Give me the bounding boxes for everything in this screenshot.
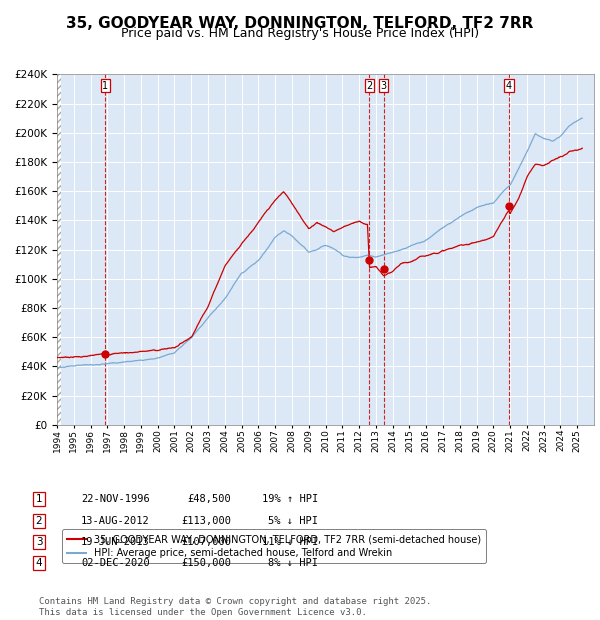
Legend: 35, GOODYEAR WAY, DONNINGTON, TELFORD, TF2 7RR (semi-detached house), HPI: Avera: 35, GOODYEAR WAY, DONNINGTON, TELFORD, T… — [62, 529, 486, 563]
Text: 2: 2 — [35, 516, 43, 526]
Text: 4: 4 — [506, 81, 512, 91]
Text: 19-JUN-2013: 19-JUN-2013 — [81, 537, 150, 547]
Text: Price paid vs. HM Land Registry's House Price Index (HPI): Price paid vs. HM Land Registry's House … — [121, 27, 479, 40]
Text: 02-DEC-2020: 02-DEC-2020 — [81, 558, 150, 568]
Text: 1: 1 — [103, 81, 109, 91]
Text: 19% ↑ HPI: 19% ↑ HPI — [262, 494, 318, 504]
Text: 1: 1 — [35, 494, 43, 504]
Text: £107,000: £107,000 — [181, 537, 231, 547]
Text: 13-AUG-2012: 13-AUG-2012 — [81, 516, 150, 526]
Text: 4: 4 — [35, 558, 43, 568]
Text: £113,000: £113,000 — [181, 516, 231, 526]
Text: 35, GOODYEAR WAY, DONNINGTON, TELFORD, TF2 7RR: 35, GOODYEAR WAY, DONNINGTON, TELFORD, T… — [67, 16, 533, 31]
Text: 2: 2 — [367, 81, 373, 91]
Text: £48,500: £48,500 — [187, 494, 231, 504]
Text: £150,000: £150,000 — [181, 558, 231, 568]
Text: 11% ↓ HPI: 11% ↓ HPI — [262, 537, 318, 547]
Text: 22-NOV-1996: 22-NOV-1996 — [81, 494, 150, 504]
Text: 8% ↓ HPI: 8% ↓ HPI — [268, 558, 318, 568]
Text: 3: 3 — [35, 537, 43, 547]
Text: 5% ↓ HPI: 5% ↓ HPI — [268, 516, 318, 526]
Text: 3: 3 — [380, 81, 386, 91]
Text: Contains HM Land Registry data © Crown copyright and database right 2025.
This d: Contains HM Land Registry data © Crown c… — [39, 598, 431, 617]
